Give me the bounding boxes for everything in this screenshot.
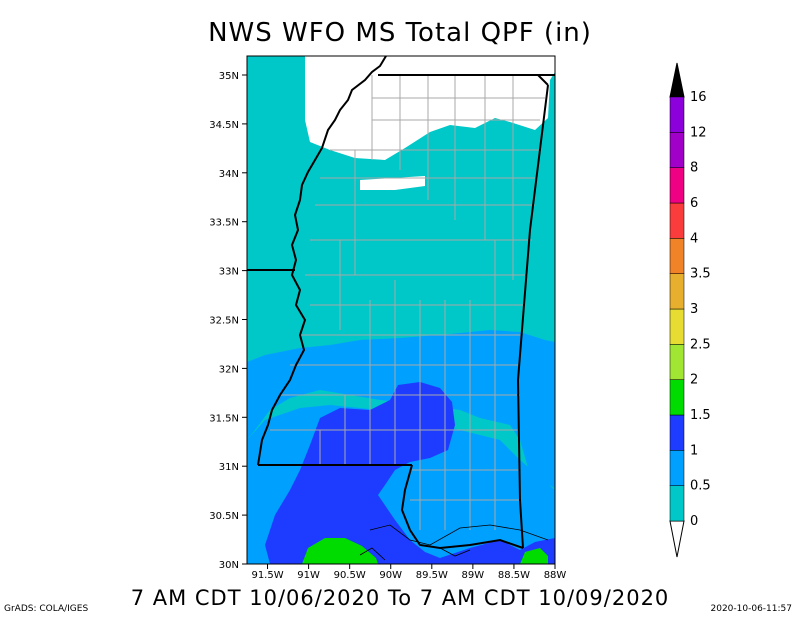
- plot-frame: [246, 55, 556, 565]
- lon-label: 90W: [379, 570, 402, 581]
- lat-label: 34N: [219, 169, 239, 180]
- colorbar-segment: [669, 202, 685, 239]
- colorbar-segment: [669, 308, 685, 345]
- colorbar-segment: [669, 414, 685, 451]
- lon-label: 88W: [544, 570, 567, 581]
- lat-label: 33N: [219, 267, 239, 278]
- fill-none-west: [247, 56, 305, 66]
- colorbar-segment: [669, 273, 685, 310]
- colorbar-label: 1: [690, 443, 698, 458]
- grads-credit: GrADS: COLA/IGES: [4, 604, 89, 614]
- longitude-labels: 91.5W 91W 90.5W 90W 89.5W 89W 88.5W 88W: [251, 564, 566, 581]
- fill-1.5-2: [302, 538, 378, 564]
- external-boundaries: [359, 524, 549, 561]
- colorbar-label: 12: [690, 125, 707, 140]
- lat-label: 35N: [219, 71, 239, 82]
- lat-label: 30.5N: [209, 511, 239, 522]
- colorbar-label: 1.5: [690, 408, 711, 423]
- lat-label: 34.5N: [209, 120, 239, 131]
- colorbar-label: 16: [690, 90, 707, 105]
- fill-none-pocket: [360, 176, 425, 190]
- lon-label: 90.5W: [334, 570, 366, 581]
- generated-timestamp: 2020-10-06-11:57: [710, 604, 793, 614]
- colorbar-under: [669, 520, 685, 558]
- colorbar-label: 3.5: [690, 267, 711, 282]
- colorbar-label: 2.5: [690, 337, 711, 352]
- colorbar-segment: [669, 344, 685, 380]
- precip-fills: [247, 56, 555, 564]
- valid-period: 7 AM CDT 10/06/2020 To 7 AM CDT 10/09/20…: [130, 586, 670, 610]
- colorbar-label: 0: [690, 514, 698, 529]
- colorbar-segment: [669, 132, 685, 168]
- colorbar-segment: [669, 379, 685, 416]
- lat-label: 30N: [219, 560, 239, 571]
- colorbar-segment: [669, 485, 685, 522]
- lon-label: 89W: [462, 570, 485, 581]
- colorbar-label: 8: [690, 161, 698, 176]
- colorbar-label: 2: [690, 373, 698, 388]
- colorbar-segment: [669, 238, 685, 274]
- lat-label: 33.5N: [209, 218, 239, 229]
- colorbar-over: [669, 62, 685, 98]
- colorbar-label: 0.5: [690, 479, 711, 494]
- colorbar-label: 3: [690, 302, 698, 317]
- colorbar-segment: [669, 167, 685, 204]
- lon-label: 89.5W: [416, 570, 448, 581]
- map-title: NWS WFO MS Total QPF (in): [208, 18, 592, 48]
- county-boundaries: [270, 75, 545, 530]
- lat-label: 32N: [219, 364, 239, 375]
- state-boundary: [247, 55, 555, 550]
- fill-0.5-1: [247, 330, 555, 488]
- fill-1-1.5: [265, 382, 555, 564]
- lat-label: 31.5N: [209, 413, 239, 424]
- lat-label: 31N: [219, 462, 239, 473]
- colorbar-label: 4: [690, 231, 698, 246]
- colorbar-label: 6: [690, 196, 698, 211]
- colorbar-segment: [669, 96, 685, 133]
- fill-none-north: [305, 56, 555, 160]
- latitude-labels: 35N 34.5N 34N 33.5N 33N 32.5N 32N 31.5N 31N 30.5N…: [209, 71, 247, 571]
- lon-label: 91W: [297, 570, 320, 581]
- lat-label: 32.5N: [209, 316, 239, 327]
- lon-label: 91.5W: [251, 570, 283, 581]
- colorbar: 0 0.5 1 1.5 2 2.5 3 3.5 4 6 8 12 16: [669, 62, 711, 558]
- lon-label: 88.5W: [498, 570, 530, 581]
- fill-1.5-2-east: [520, 548, 548, 564]
- colorbar-segment: [669, 450, 685, 486]
